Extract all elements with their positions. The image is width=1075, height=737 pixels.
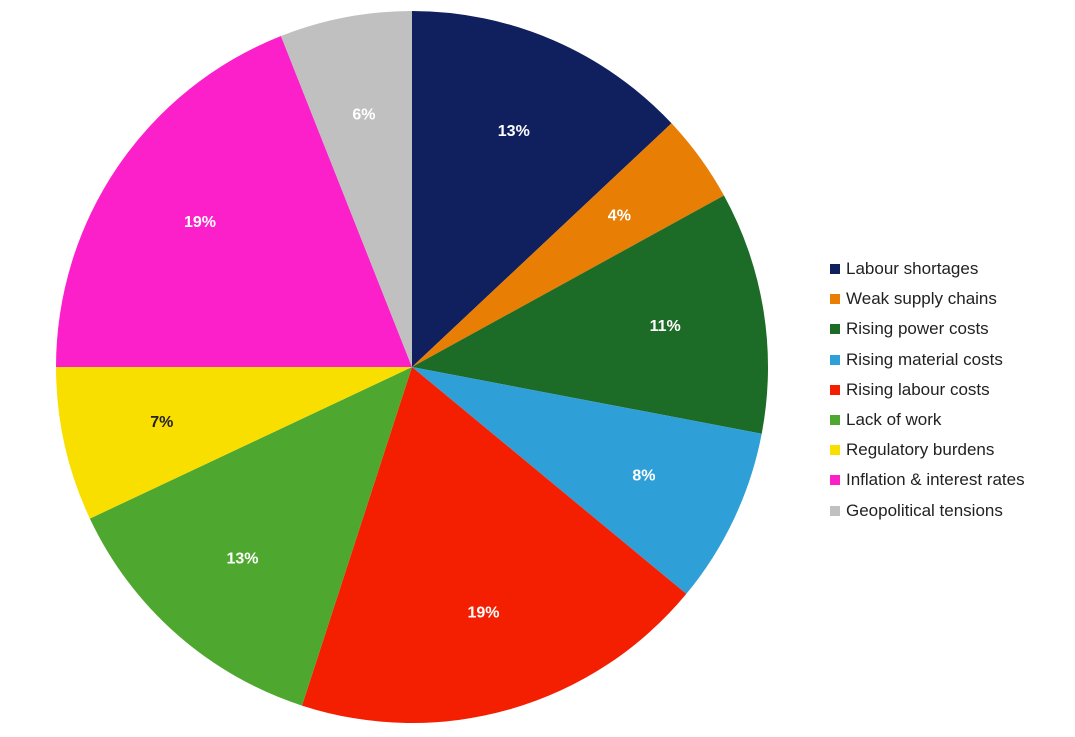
legend-swatch-1 xyxy=(830,294,840,305)
slice-value-label-5: 13% xyxy=(226,550,258,567)
legend-item-3: Rising material costs xyxy=(830,345,1025,375)
pie-slice-6 xyxy=(56,367,412,519)
slice-value-label-4: 19% xyxy=(467,604,499,621)
legend-swatch-2 xyxy=(830,324,840,335)
pie-slice-1 xyxy=(412,123,724,367)
legend-item-5: Lack of work xyxy=(830,405,1025,435)
legend-label-4: Rising labour costs xyxy=(846,379,990,399)
legend-item-6: Regulatory burdens xyxy=(830,435,1025,465)
pie-slice-4 xyxy=(301,367,687,723)
legend-swatch-7 xyxy=(830,475,840,486)
legend-label-6: Regulatory burdens xyxy=(846,440,995,460)
pie-slice-0 xyxy=(412,11,672,367)
legend-item-1: Weak supply chains xyxy=(830,284,1025,314)
legend-label-7: Inflation & interest rates xyxy=(846,470,1025,490)
legend-item-0: Labour shortages xyxy=(830,254,1025,284)
slice-value-label-2: 11% xyxy=(650,318,681,335)
slice-value-label-1: 4% xyxy=(608,208,631,225)
pie-slice-7 xyxy=(56,35,412,367)
legend-label-0: Labour shortages xyxy=(846,259,979,279)
slice-value-label-0: 13% xyxy=(498,123,530,140)
slice-value-label-6: 7% xyxy=(150,414,173,431)
legend-label-1: Weak supply chains xyxy=(846,289,997,309)
legend-swatch-5 xyxy=(830,415,840,426)
legend-item-8: Geopolitical tensions xyxy=(830,496,1025,526)
slice-value-label-8: 6% xyxy=(352,106,375,123)
pie-slice-5 xyxy=(89,367,413,706)
legend-label-3: Rising material costs xyxy=(846,349,1003,369)
legend-swatch-3 xyxy=(830,354,840,365)
pie-slice-2 xyxy=(412,195,768,434)
legend-label-5: Lack of work xyxy=(846,410,942,430)
legend-swatch-8 xyxy=(830,505,840,516)
pie-slice-8 xyxy=(280,11,412,367)
legend-label-2: Rising power costs xyxy=(846,319,989,339)
legend-swatch-4 xyxy=(830,384,840,395)
pie-slice-3 xyxy=(412,367,762,594)
slice-value-label-3: 8% xyxy=(632,467,655,484)
legend-swatch-0 xyxy=(830,264,840,275)
legend-item-7: Inflation & interest rates xyxy=(830,465,1025,495)
legend-item-4: Rising labour costs xyxy=(830,375,1025,405)
legend-swatch-6 xyxy=(830,445,840,456)
legend-item-2: Rising power costs xyxy=(830,314,1025,344)
legend: Labour shortages Weak supply chains Rising… xyxy=(830,254,1025,526)
slice-value-label-7: 19% xyxy=(184,214,216,231)
legend-label-8: Geopolitical tensions xyxy=(846,500,1003,520)
